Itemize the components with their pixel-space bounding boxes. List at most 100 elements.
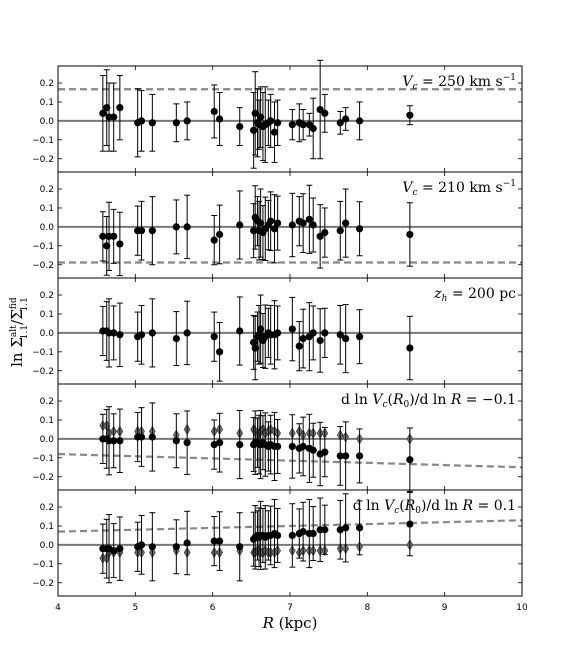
panel-1-point-4: [116, 240, 124, 248]
panels: −0.2 −0.1 0.0 0.1 0.2 Vc = 250 km s−1 −0.2 −0.1…: [32, 59, 523, 597]
panel-2-point-33: [356, 333, 364, 341]
panel-1-point-30: [321, 228, 329, 237]
panel-2-ytick-label-3: 0.1: [40, 310, 54, 320]
panel-2-point-9: [183, 329, 191, 337]
panel-3-point-34: [406, 456, 414, 464]
panel-4-ytick-label-3: 0.1: [40, 522, 54, 532]
panel-1-point-26: [299, 219, 307, 227]
panel-1-point-8: [172, 223, 180, 231]
panel-1-ytick-label-4: 0.2: [40, 185, 54, 195]
panel-2-point-34: [406, 344, 414, 352]
panel-4-point-3: [110, 546, 118, 555]
panel-1-point-21: [267, 217, 275, 225]
panel-2-point-6: [137, 331, 146, 339]
x-tick-label-1: 5: [132, 603, 138, 613]
panel-1-point-22: [270, 225, 279, 233]
panel-1-point-27: [305, 215, 313, 223]
x-axis-label: R (kpc): [262, 614, 318, 632]
panel-4-label: d ln Vc(R0)/d ln R = 0.1: [353, 498, 516, 516]
panel-0-point-32: [342, 115, 350, 123]
panel-4-point-12: [236, 543, 244, 551]
panel-2-point-25: [295, 342, 303, 350]
panel-0-point-8: [172, 119, 180, 127]
panel-0-point-14: [251, 109, 259, 117]
panel-1: −0.2 −0.1 0.0 0.1 0.2 Vc = 210 km s−1: [32, 171, 523, 279]
panel-1-ytick-label-3: 0.1: [40, 204, 54, 214]
panel-4-ytick-label-1: −0.1: [32, 560, 54, 570]
panel-3-ytick-label-3: 0.1: [40, 416, 54, 426]
panel-3-point-33: [356, 452, 364, 460]
panel-4-point-32: [342, 524, 350, 532]
panel-2-point-24: [288, 325, 296, 333]
panel-1-point-28: [309, 221, 317, 229]
panel-3-ytick-label-2: 0.0: [40, 435, 55, 445]
panel-4: −0.2 −0.1 0.0 0.1 0.2 d ln Vc(R0)/d ln R = 0.…: [32, 489, 523, 597]
panel-3-point-7: [148, 433, 156, 441]
panel-2-ytick-label-4: 0.2: [40, 291, 54, 301]
panel-1-point-23: [274, 219, 282, 227]
panel-4-point-28: [309, 529, 317, 538]
panel-2-point-26: [299, 334, 307, 343]
panel-0-point-12: [236, 122, 244, 131]
panel-3-point-3: [110, 437, 118, 445]
panel-0-point-7: [148, 119, 156, 127]
panel-4-point-4: [116, 545, 124, 553]
panel-2-point-7: [148, 329, 156, 337]
y-axis-label: ln Σalt1.1/Σfid1.1: [8, 297, 30, 367]
panel-4-point-7: [148, 543, 156, 551]
panel-3-point-26: [299, 442, 307, 451]
panel-1-point-11: [216, 230, 224, 239]
panel-2-point-11: [216, 348, 224, 356]
panel-0-ytick-label-2: 0.0: [40, 117, 55, 127]
panel-2: −0.2 −0.1 0.0 0.1 0.2 zh = 200 pc: [32, 277, 523, 385]
panel-0-point-4: [116, 104, 124, 112]
panel-0: −0.2 −0.1 0.0 0.1 0.2 Vc = 250 km s−1: [32, 59, 523, 173]
x-tick-label-5: 9: [442, 603, 448, 613]
panel-0-point-11: [216, 115, 224, 123]
panel-0-point-23: [274, 119, 282, 127]
panel-0-point-9: [183, 117, 191, 125]
panel-4-frame: [57, 489, 523, 597]
panel-3-point-11: [216, 439, 224, 447]
panel-0-point-34: [406, 111, 414, 119]
panel-2-ytick-label-1: −0.1: [32, 348, 54, 358]
panel-4-ytick-label-2: 0.0: [40, 541, 55, 551]
panel-3-point-8: [172, 437, 180, 445]
panel-2-point-32: [342, 334, 350, 343]
panel-0-point-6: [137, 117, 146, 125]
panel-0-ytick-label-1: −0.1: [32, 136, 54, 146]
panel-3-point-28: [309, 446, 317, 454]
panel-1-ytick-label-2: 0.0: [40, 223, 55, 233]
panel-3-point-32: [342, 452, 350, 460]
panel-1-point-1: [103, 242, 111, 250]
panel-0-point-10: [210, 107, 218, 116]
panel-0-point-17: [257, 113, 265, 121]
panel-4-point-6: [137, 541, 146, 549]
panel-1-point-31: [336, 227, 344, 235]
panel-4-ytick-label-0: −0.2: [32, 579, 54, 589]
panel-4-point-10: [210, 537, 218, 545]
panel-1-point-33: [356, 225, 364, 233]
panel-4-point-34: [406, 520, 414, 528]
panel-2-point-29: [316, 336, 324, 345]
panel-2-ytick-label-0: −0.2: [32, 367, 54, 377]
panel-3-label: d ln Vc(R0)/d ln R = −0.1: [341, 392, 516, 410]
panel-3-reference-line: [57, 452, 523, 469]
panel-2-point-12: [236, 327, 244, 335]
panel-1-point-34: [406, 230, 414, 239]
panel-4-reference-line: [57, 519, 523, 533]
panel-3-ytick-label-4: 0.2: [40, 397, 54, 407]
panel-2-point-3: [110, 329, 118, 337]
panel-3-point-10: [210, 440, 218, 449]
panel-1-point-10: [210, 236, 218, 244]
panel-1-point-9: [183, 223, 191, 231]
panel-1-point-12: [236, 221, 244, 229]
panel-0-point-13: [250, 126, 258, 134]
panel-0-point-30: [321, 109, 329, 117]
panel-2-point-23: [274, 329, 282, 337]
panel-1-point-6: [137, 227, 146, 235]
panel-3-ytick-label-1: −0.1: [32, 454, 54, 464]
panel-0-label: Vc = 250 km s−1: [402, 73, 516, 92]
panel-1-point-24: [288, 221, 296, 229]
panel-2-label: zh = 200 pc: [433, 286, 516, 304]
